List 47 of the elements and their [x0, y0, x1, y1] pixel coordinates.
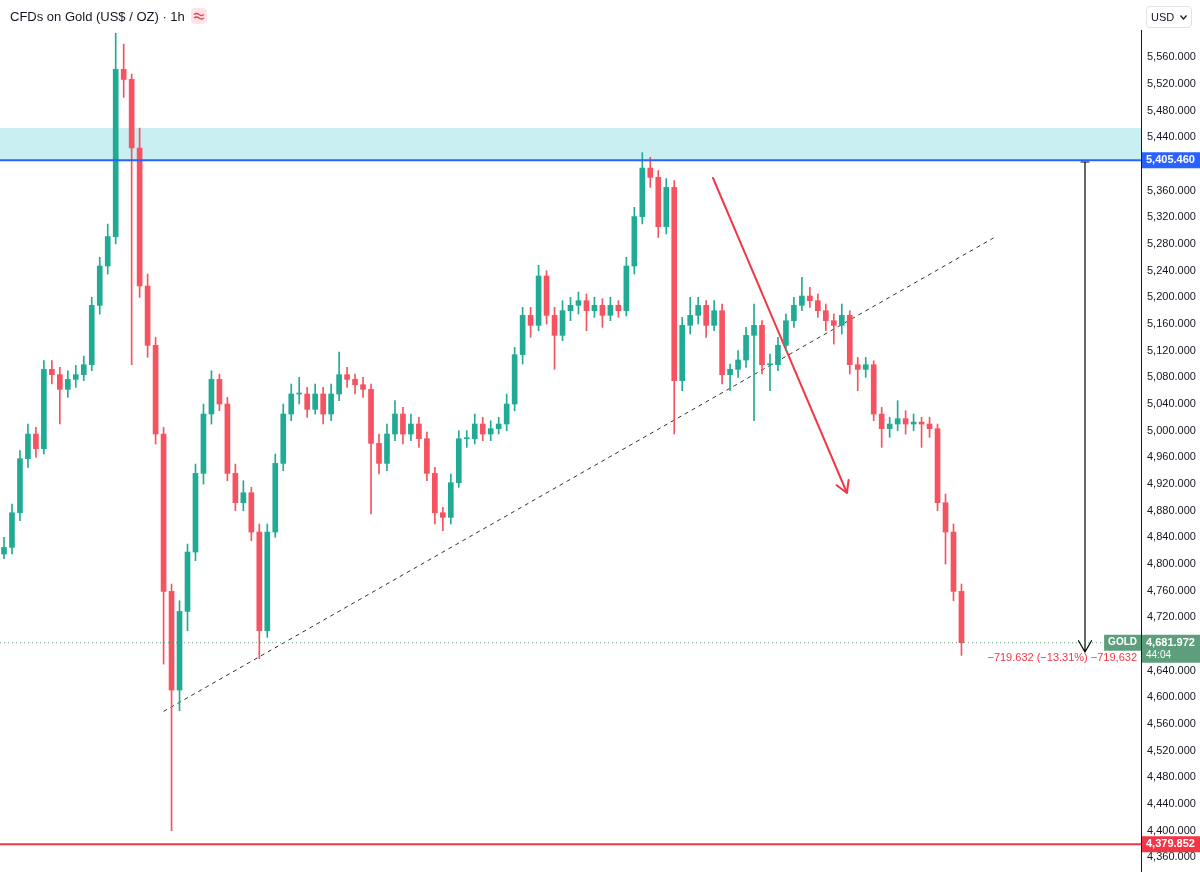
candlestick — [49, 360, 55, 385]
y-tick-label: 5,520.000 — [1147, 77, 1196, 90]
annotation: GOLD — [1108, 636, 1137, 648]
ref-line-label: 4,379.852 — [1146, 837, 1195, 850]
y-tick-label: 5,200.000 — [1147, 290, 1196, 303]
text: USD — [1151, 11, 1175, 23]
y-tick-label: 5,360.000 — [1147, 183, 1196, 196]
candlestick — [120, 43, 127, 98]
y-tick-label: 4,640.000 — [1147, 663, 1196, 676]
y-tick-label: 4,600.000 — [1147, 690, 1196, 703]
chart-title: CFDs on Gold (US$ / OZ) · 1h — [10, 8, 185, 24]
annotation: −719.632 (−13.31%) −719,632 — [987, 650, 1137, 663]
y-tick-label: 4,360.000 — [1147, 850, 1196, 863]
candlestick — [727, 363, 733, 392]
y-tick-label: 5,000.000 — [1147, 423, 1196, 436]
y-tick-label: 5,560.000 — [1147, 50, 1196, 63]
y-tick-label: 4,800.000 — [1147, 557, 1196, 570]
y-tick-label: 4,440.000 — [1147, 797, 1196, 810]
y-tick-label: 5,320.000 — [1147, 210, 1196, 223]
ref-line-label: 4,681.972 — [1146, 635, 1195, 648]
y-tick-label: 5,040.000 — [1147, 397, 1196, 410]
candlestick — [830, 313, 837, 345]
y-tick-label: 4,880.000 — [1147, 503, 1196, 516]
candlestick — [767, 353, 773, 392]
y-tick-label: 5,240.000 — [1147, 263, 1196, 276]
y-tick-label: 5,480.000 — [1147, 103, 1196, 116]
y-tick-label: 4,520.000 — [1147, 743, 1196, 756]
candlestick — [440, 507, 446, 532]
y-tick-label: 5,080.000 — [1147, 370, 1196, 383]
text: 44:04 — [1146, 649, 1172, 661]
y-tick-label: 4,840.000 — [1147, 530, 1196, 543]
y-tick-label: 4,400.000 — [1147, 823, 1196, 836]
y-tick-label: 4,480.000 — [1147, 770, 1196, 783]
y-tick-label: 4,920.000 — [1147, 477, 1196, 490]
y-tick-label: 5,280.000 — [1147, 237, 1196, 250]
y-tick-label: 5,440.000 — [1147, 130, 1196, 143]
y-tick-label: 5,160.000 — [1147, 317, 1196, 330]
y-tick-label: 4,720.000 — [1147, 610, 1196, 623]
candlestick — [463, 430, 470, 448]
y-tick-label: 4,960.000 — [1147, 450, 1196, 463]
y-tick-label: 4,760.000 — [1147, 583, 1196, 596]
candlestick — [854, 357, 861, 392]
y-tick-label: 5,120.000 — [1147, 343, 1196, 356]
candlestick — [807, 287, 813, 308]
ref-line-label: 5,405.460 — [1146, 153, 1195, 166]
candlestick — [751, 303, 757, 422]
y-tick-label: 4,560.000 — [1147, 717, 1196, 730]
